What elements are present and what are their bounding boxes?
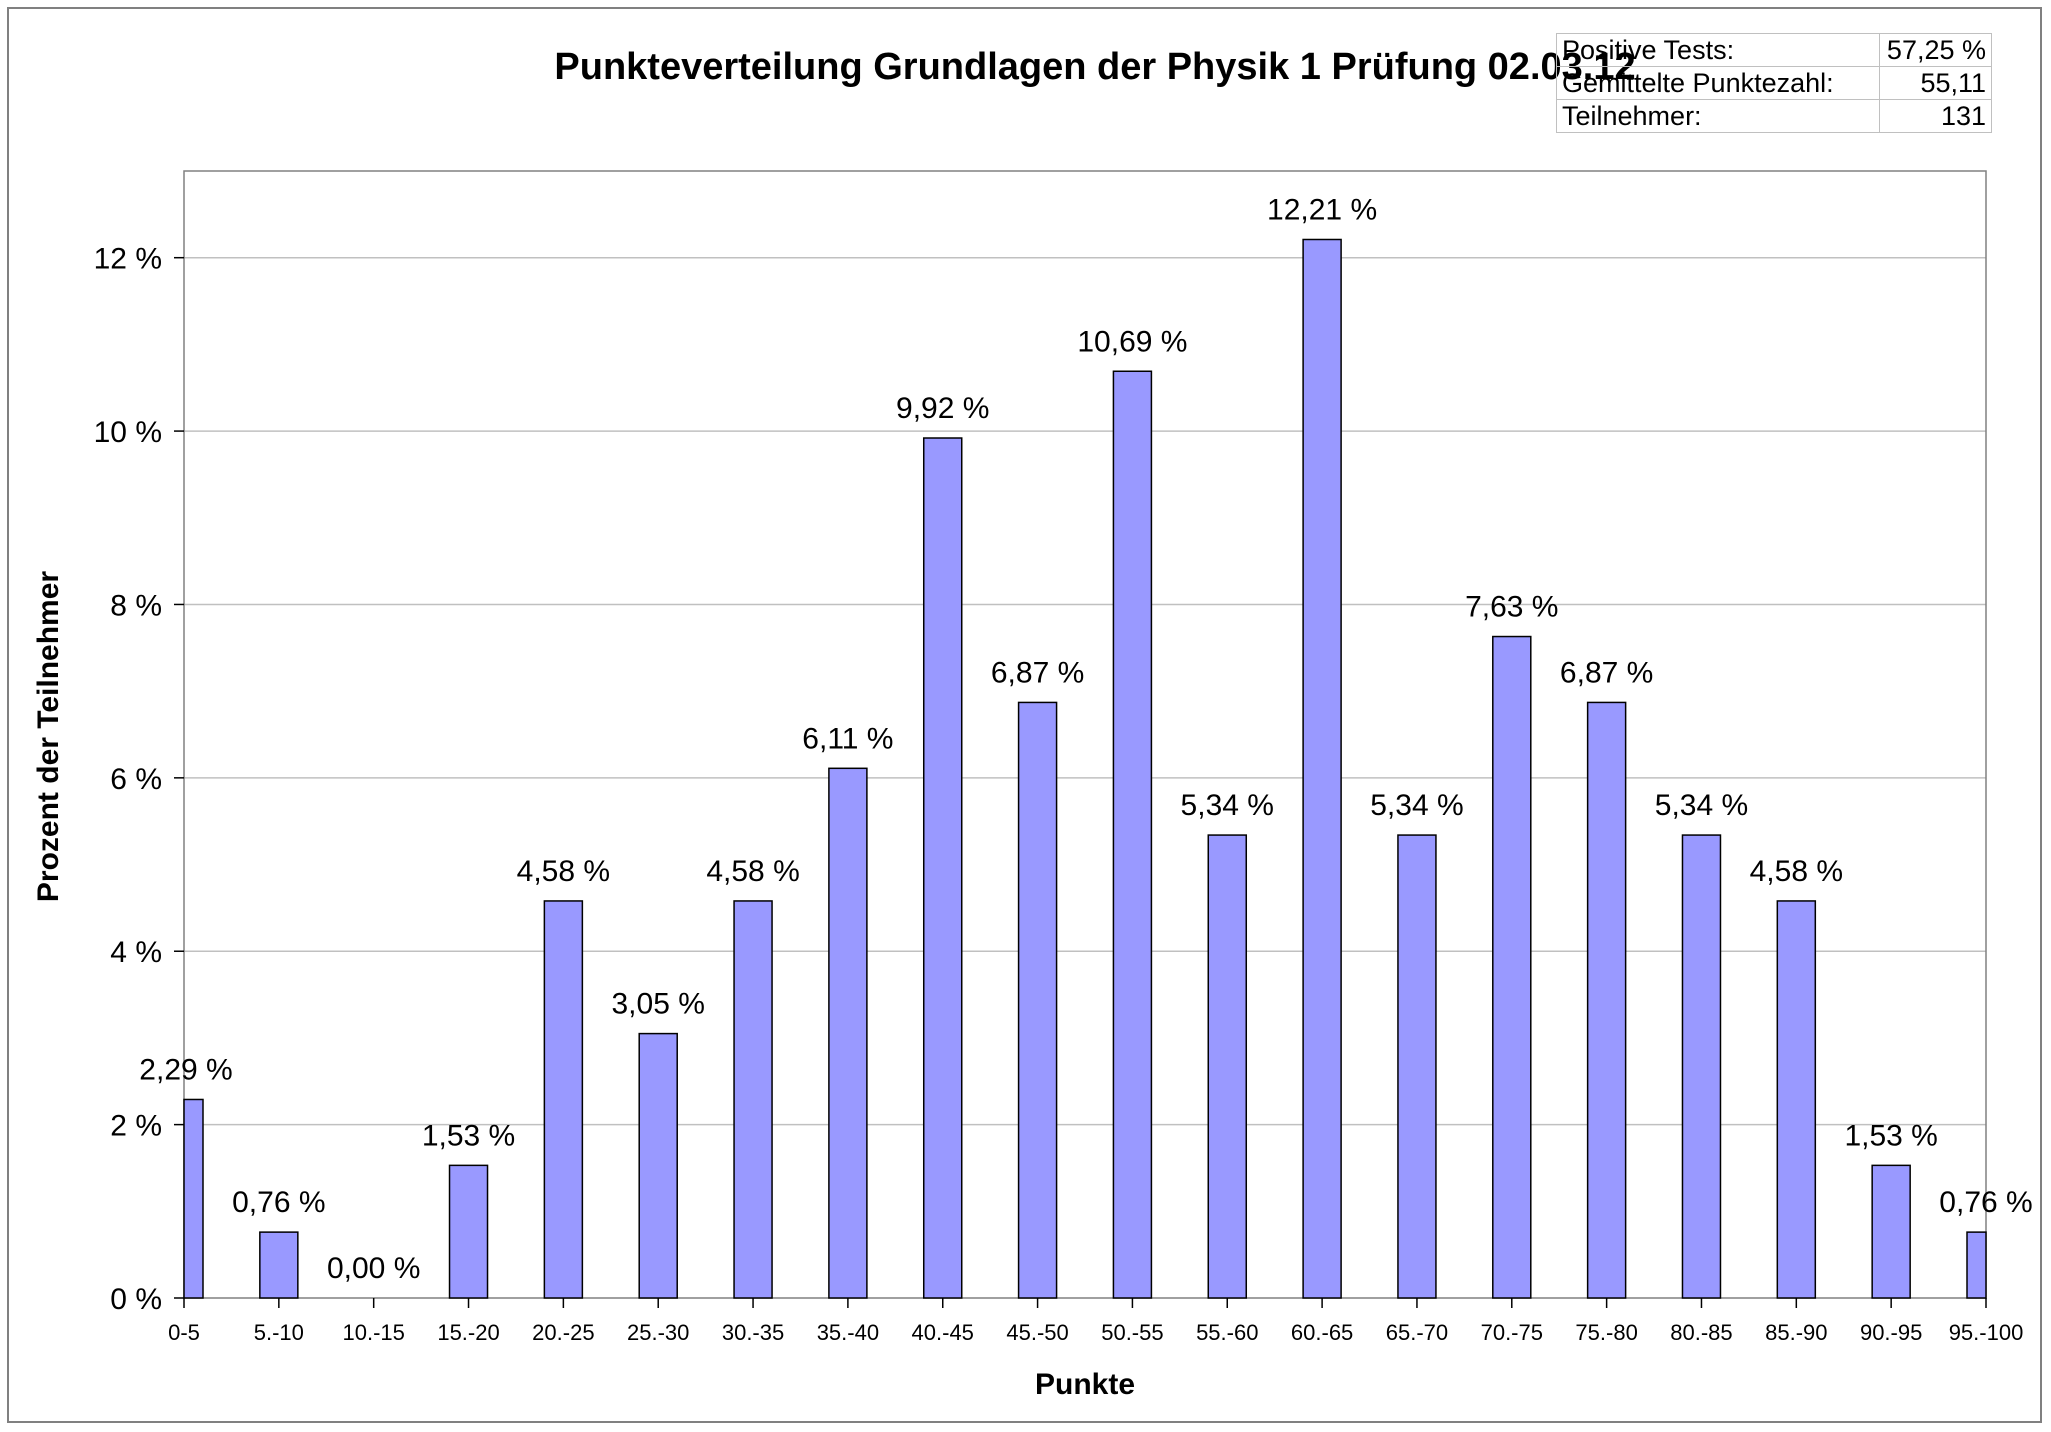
x-tick-label: 20.-25	[532, 1320, 594, 1345]
y-axis-ticks: 0 % 2 % 4 % 6 % 8 % 10 % 12 %	[94, 243, 184, 1316]
stats-table: Positive Tests: 57,25 % Gemittelte Punkt…	[1556, 33, 1992, 133]
bar-value-label: 5,34 %	[1370, 789, 1463, 822]
bar-value-label: 6,87 %	[991, 656, 1084, 689]
bar	[448, 1164, 489, 1299]
bar-value-label: 1,53 %	[1844, 1119, 1937, 1152]
y-tick-label: 12 %	[94, 243, 162, 276]
bar	[733, 900, 773, 1299]
x-tick-label: 65.-70	[1386, 1320, 1448, 1345]
bar	[1586, 701, 1627, 1299]
bar	[1302, 238, 1342, 1299]
bar-value-label: 0,76 %	[232, 1186, 325, 1219]
x-tick-label: 55.-60	[1196, 1320, 1258, 1345]
x-tick-label: 70.-75	[1481, 1320, 1543, 1345]
x-tick-label: 85.-90	[1765, 1320, 1827, 1345]
x-tick-label: 15.-20	[437, 1320, 499, 1345]
bar-value-label: 5,34 %	[1655, 789, 1748, 822]
stats-value-participants: 131	[1879, 99, 1992, 133]
y-tick-label: 0 %	[110, 1283, 162, 1316]
bar-value-label: 4,58 %	[1750, 855, 1843, 888]
bar	[1871, 1164, 1911, 1299]
bar-value-label: 5,34 %	[1181, 789, 1274, 822]
bar	[828, 767, 868, 1299]
bar	[543, 900, 584, 1299]
bar	[183, 1098, 204, 1299]
x-tick-label: 5.-10	[254, 1320, 304, 1345]
x-tick-label: 35.-40	[817, 1320, 879, 1345]
x-tick-label: 90.-95	[1860, 1320, 1922, 1345]
bar-value-label: 2,29 %	[139, 1053, 232, 1086]
bar-value-label: 12,21 %	[1267, 193, 1377, 226]
bar	[259, 1231, 299, 1299]
bar-value-label: 4,58 %	[517, 855, 610, 888]
stats-label-mean-points: Gemittelte Punktezahl:	[1556, 66, 1880, 100]
y-tick-label: 8 %	[110, 589, 162, 622]
bar-value-label: 6,11 %	[802, 722, 893, 755]
bar	[1776, 900, 1817, 1299]
bar	[1966, 1231, 1987, 1299]
y-tick-label: 6 %	[110, 763, 162, 796]
bar	[1017, 701, 1058, 1299]
bar	[1492, 635, 1532, 1299]
y-tick-label: 10 %	[94, 416, 162, 449]
x-tick-label: 50.-55	[1101, 1320, 1163, 1345]
plot-area	[183, 170, 1987, 1299]
bar-value-label: 4,58 %	[706, 855, 799, 888]
bar	[638, 1032, 678, 1299]
x-tick-label: 40.-45	[912, 1320, 974, 1345]
x-tick-label: 95.-100	[1949, 1320, 2024, 1345]
chart-frame	[7, 7, 2042, 1423]
bar-value-label: 10,69 %	[1077, 325, 1187, 358]
bar-value-label: 3,05 %	[612, 988, 705, 1021]
bar	[1681, 834, 1722, 1299]
bar	[1207, 834, 1248, 1299]
x-tick-label: 30.-35	[722, 1320, 784, 1345]
y-tick-label: 2 %	[110, 1110, 162, 1143]
x-tick-label: 80.-85	[1670, 1320, 1732, 1345]
stats-value-mean-points: 55,11	[1879, 66, 1992, 100]
bar-value-label: 9,92 %	[896, 392, 989, 425]
y-axis-title: Prozent der Teilnehmer	[32, 571, 65, 903]
bar-value-label: 0,00 %	[327, 1252, 420, 1285]
bar-value-label: 7,63 %	[1465, 591, 1558, 624]
x-tick-label: 25.-30	[627, 1320, 689, 1345]
chart-title: Punkteverteilung Grundlagen der Physik 1…	[554, 46, 1636, 88]
stats-label-participants: Teilnehmer:	[1556, 99, 1880, 133]
bar	[922, 437, 963, 1299]
bar	[1112, 370, 1153, 1299]
x-tick-label: 60.-65	[1291, 1320, 1353, 1345]
bar-value-label: 1,53 %	[422, 1119, 515, 1152]
x-tick-label: 0-5	[168, 1320, 200, 1345]
x-axis-title: Punkte	[1035, 1368, 1135, 1401]
bar-value-label: 0,76 %	[1939, 1186, 2032, 1219]
x-axis-ticks: 0-5 5.-10 10.-15 15.-20 20.-25 25.-30 30.-35 35…	[168, 1298, 2023, 1345]
x-tick-label: 75.-80	[1575, 1320, 1637, 1345]
stats-row: Gemittelte Punktezahl: 55,11	[1556, 66, 1992, 100]
x-tick-label: 45.-50	[1006, 1320, 1068, 1345]
data-labels: 2,29 %0,76 %0,00 %1,53 %4,58 %3,05 %4,58…	[139, 193, 2032, 1285]
bar-value-label: 6,87 %	[1560, 656, 1653, 689]
bar	[1397, 834, 1437, 1299]
stats-row: Teilnehmer: 131	[1556, 99, 1992, 133]
x-tick-label: 10.-15	[342, 1320, 404, 1345]
y-tick-label: 4 %	[110, 936, 162, 969]
